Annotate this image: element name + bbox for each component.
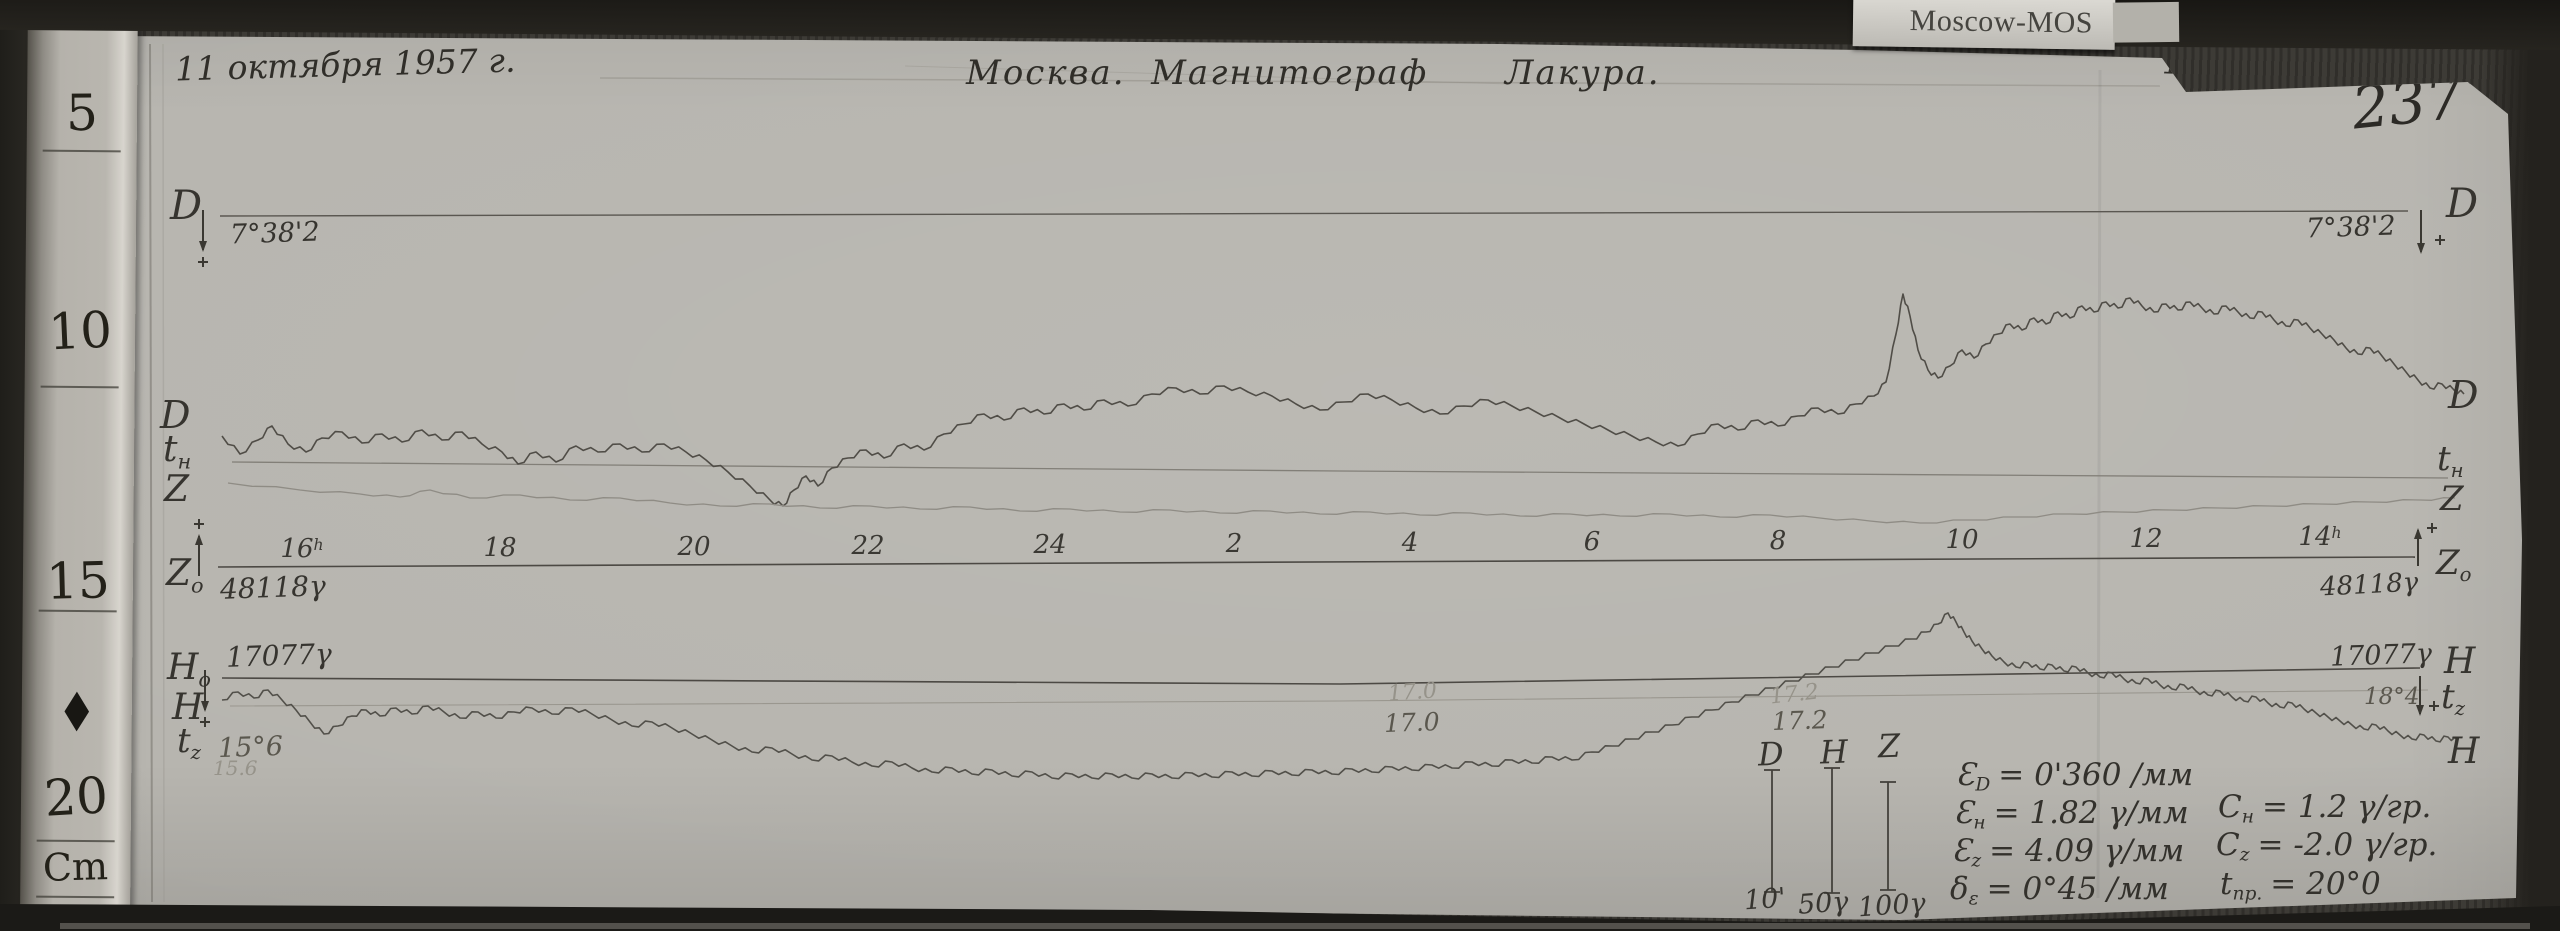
annotation-t-н: tн <box>2437 439 2464 482</box>
annotation-48118: 48118γ <box>2319 567 2419 603</box>
sheet-edge-shadow-line <box>149 43 153 903</box>
legend-scalebar-D <box>1764 769 1780 893</box>
ruler-mark-5: 5 <box>65 83 99 143</box>
archive-label-tab: Moscow-MOS <box>1852 0 2116 50</box>
photo-seam-line <box>2096 69 2102 899</box>
diamond-icon: ◆ <box>64 677 90 739</box>
x-tick-18: 18 <box>483 533 517 563</box>
legend-label-Z: Z <box>1877 726 1901 766</box>
scale-C-H: Cн = 1.2 γ/гр. <box>2218 789 2432 828</box>
annotation-D: D <box>170 183 203 229</box>
annotation-48118: 48118γ <box>219 569 327 606</box>
annotation-15.6: 15.6 <box>213 756 258 780</box>
scale-epsilon-H: Ɛн = 1.82 γ/мм <box>1954 795 2189 834</box>
ruler-mark-20: 20 <box>42 766 110 828</box>
x-tick-22: 22 <box>851 531 885 561</box>
x-tick-16: 16h <box>280 534 324 564</box>
annotation-Z: Z <box>164 469 190 510</box>
annotation-17077: 17077γ <box>2329 638 2433 673</box>
x-tick-8: 8 <box>1769 526 1787 556</box>
legend-label-D: D <box>1757 734 1785 774</box>
annotation-H-o: Ho <box>167 647 211 692</box>
x-tick-12: 12 <box>2129 524 2163 554</box>
ruler-divider <box>38 609 117 613</box>
x-tick-2: 2 <box>1225 529 1243 559</box>
legend-scalebar-Z <box>1880 781 1896 891</box>
polarity-arrow-down-icon <box>198 210 208 267</box>
x-tick-24: 24 <box>1033 530 1067 560</box>
legend-value-D: 10' <box>1742 882 1787 917</box>
ruler-divider <box>40 385 119 389</box>
polarity-arrow-down-icon <box>2417 210 2445 254</box>
cm-ruler: 5 10 15 ◆ 20 Cm <box>20 0 138 915</box>
trace-H <box>221 612 2459 780</box>
polarity-arrow-down-icon <box>2416 676 2439 716</box>
legend-value-H: 50γ <box>1796 886 1850 921</box>
scale-epsilon-D: ƐD = 0'360 /мм <box>1956 757 2194 796</box>
annotation-7°38'2: 7°38'2 <box>2305 210 2397 245</box>
annotation-17.0: 17.0 <box>1387 678 1438 707</box>
x-tick-20: 20 <box>677 532 711 562</box>
annotation-D: D <box>2446 181 2479 227</box>
annotation-D: D <box>2448 373 2479 417</box>
trace-D <box>221 293 2465 507</box>
annotation-D: D <box>160 393 191 437</box>
x-tick-4: 4 <box>1401 528 1419 558</box>
scale-delta-epsilon: δε = 0°45 /мм <box>1950 871 2169 910</box>
x-tick-14: 14h <box>2298 522 2342 552</box>
time-axis <box>217 556 2416 568</box>
tH-trace <box>231 461 2449 479</box>
h-baseline <box>221 667 2421 685</box>
polarity-arrow-down-icon <box>200 670 210 727</box>
ruler-divider <box>36 895 115 899</box>
x-tick-10: 10 <box>1945 525 1979 555</box>
annotation-17077: 17077γ <box>225 637 333 674</box>
sheet-edge-highlight-line <box>162 43 165 903</box>
ruler-mark-10: 10 <box>47 300 114 362</box>
annotation-t-z: tz <box>2441 677 2466 720</box>
tZ-trace <box>229 689 2429 707</box>
annotation-Z: Z <box>2440 479 2464 519</box>
scale-C-Z: Cz = -2.0 γ/гр. <box>2216 827 2438 866</box>
d-baseline <box>219 210 2409 217</box>
annotation-17.2: 17.2 <box>1771 705 1829 736</box>
polarity-arrow-up-icon <box>194 519 204 576</box>
polarity-arrow-up-icon <box>2414 523 2437 566</box>
ruler-mark-15: 15 <box>45 551 111 611</box>
annotation-t-z: tz <box>177 721 202 764</box>
scale-epsilon-Z: Ɛz = 4.09 γ/мм <box>1952 833 2185 872</box>
annotation-18°4: 18°4 <box>2364 684 2420 710</box>
trace-Z <box>227 482 2456 524</box>
annotation-H: H <box>2448 731 2480 772</box>
annotation-Z-o: Zo <box>2436 543 2472 586</box>
annotation-17.0: 17.0 <box>1383 707 1441 738</box>
ruler-divider <box>42 149 121 153</box>
annotation-17.2: 17.2 <box>1768 679 1821 710</box>
annotation-Z-o: Zo <box>166 553 204 598</box>
legend-scalebar-H <box>1824 767 1840 894</box>
annotation-H: H <box>172 687 204 728</box>
legend-label-H: H <box>1819 732 1849 772</box>
annotation-7°38'2: 7°38'2 <box>229 216 321 251</box>
legend-value-Z: 100γ <box>1857 887 1927 924</box>
ruler-unit-label: Cm <box>42 844 109 890</box>
paper-crease-line-2 <box>904 65 1511 85</box>
date-left: 11 октября 1957 г. <box>174 40 516 89</box>
x-tick-6: 6 <box>1583 527 1601 557</box>
bottom-light-strip <box>60 923 2530 929</box>
archive-label-text: Moscow-MOS <box>1909 3 2094 40</box>
chart-title: Москва. Магнитограф Лакура. <box>966 53 1661 93</box>
annotation-H: H <box>2444 641 2476 682</box>
ruler-divider <box>36 839 115 843</box>
paper-crease-line <box>599 77 2161 87</box>
annotation-t-н: tн <box>163 429 192 474</box>
scale-t-pr: tпр. = 20°0 <box>2220 866 2381 905</box>
